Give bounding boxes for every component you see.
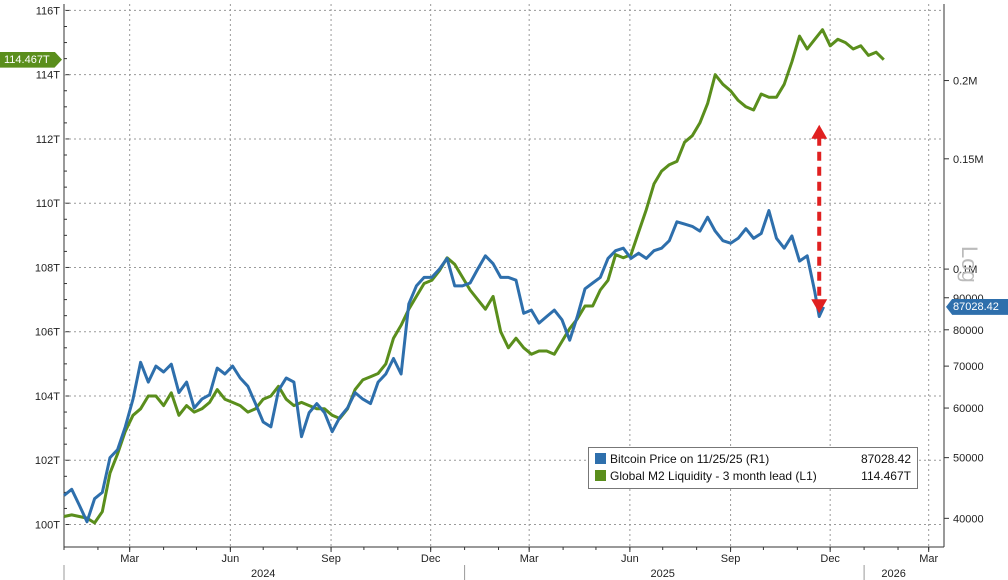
left-tick-label: 104T [35, 391, 60, 403]
legend-value-btc: 87028.42 [860, 452, 911, 466]
right-tick-label: 0.2M [953, 76, 977, 88]
x-tick-label: Mar [520, 553, 539, 565]
x-tick-label: Jun [621, 553, 639, 565]
x-year-label: 2024 [251, 568, 275, 580]
legend-entry-btc: Bitcoin Price on 11/25/25 (R1) 87028.42 [595, 451, 911, 468]
series-line-bitcoin [63, 209, 825, 524]
right-tick-label: 50000 [953, 453, 984, 465]
left-tick-label: 106T [35, 327, 60, 339]
x-tick-label: Mar [120, 553, 139, 565]
x-tick-label: Dec [421, 553, 441, 565]
left-tick-label: 100T [35, 520, 60, 532]
right-tick-label: 0.15M [953, 154, 984, 166]
right-tick-label: 80000 [953, 325, 984, 337]
left-tick-label: 116T [36, 5, 61, 17]
right-tick-label: 0.1M [953, 264, 977, 276]
x-tick-label: Mar [919, 553, 938, 565]
legend: Bitcoin Price on 11/25/25 (R1) 87028.42 … [588, 447, 918, 489]
left-tick-label: 112T [36, 134, 61, 146]
x-tick-label: Dec [820, 553, 840, 565]
right-tick-label: 40000 [953, 513, 984, 525]
legend-label-btc: Bitcoin Price on 11/25/25 (R1) [610, 452, 770, 466]
right-tick-label: 70000 [953, 361, 984, 373]
legend-swatch-m2 [595, 470, 606, 481]
left-tick-label: 108T [35, 262, 60, 274]
x-tick-label: Sep [321, 553, 341, 565]
x-year-label: 2025 [650, 568, 674, 580]
x-tick-label: Jun [221, 553, 239, 565]
series-line-global-m2 [63, 28, 885, 525]
left-value-tag: 114.467T [0, 51, 62, 68]
left-tick-label: 114T [36, 70, 61, 82]
legend-swatch-btc [595, 453, 606, 464]
annotation-arrow-head-down [811, 299, 828, 314]
x-year-label: 2026 [881, 568, 905, 580]
left-tick-label: 102T [35, 455, 60, 467]
x-tick-label: Sep [721, 553, 741, 565]
right-value-tag: 87028.42 [946, 298, 1008, 315]
right-tick-label: 60000 [953, 403, 984, 415]
annotation-arrow-head-up [811, 124, 828, 139]
log-scale-label: Log [957, 246, 982, 283]
legend-entry-m2: Global M2 Liquidity - 3 month lead (L1) … [595, 468, 911, 485]
left-tick-label: 110T [36, 198, 61, 210]
legend-label-m2: Global M2 Liquidity - 3 month lead (L1) [610, 469, 817, 483]
legend-value-m2: 114.467T [861, 469, 911, 483]
